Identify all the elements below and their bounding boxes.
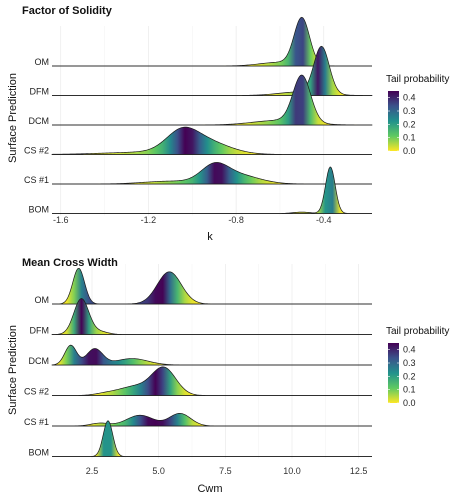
x-axis-label-bottom: Cwm bbox=[197, 483, 222, 495]
legend-tick-label: 0.0 bbox=[403, 398, 416, 408]
density-dcm bbox=[52, 74, 373, 126]
y-tick-label: DCM bbox=[29, 116, 50, 126]
legend-tick-label: 0.2 bbox=[403, 371, 416, 381]
ridge-dcm bbox=[52, 74, 373, 126]
x-axis-label-top: k bbox=[207, 231, 213, 243]
ridge-dcm bbox=[51, 344, 372, 366]
panel-mean-cross-width: OM DFM DCM CS #2 CS #1 BOM 2.5 5.0 7.5 10.0 12.5 bbox=[24, 264, 372, 476]
ridge-bom bbox=[52, 166, 372, 214]
x-tick-label: -1.2 bbox=[141, 215, 157, 225]
density-dcm bbox=[51, 344, 372, 366]
legend-title: Tail probability bbox=[386, 326, 449, 337]
legend-colorbar bbox=[388, 343, 399, 403]
ridge-cs-1 bbox=[52, 412, 372, 427]
x-tick-label: 12.5 bbox=[350, 466, 368, 476]
legend-tick-label: 0.4 bbox=[403, 93, 416, 103]
x-tick-label: -1.6 bbox=[53, 215, 69, 225]
ridge-cs-2 bbox=[52, 366, 372, 396]
legend-tick-label: 0.1 bbox=[403, 133, 416, 143]
legend-tick-label: 0.1 bbox=[403, 385, 416, 395]
y-tick-label: DCM bbox=[29, 356, 50, 366]
y-axis-label-top: Surface Prediction bbox=[7, 73, 19, 163]
x-tick-label: 7.5 bbox=[219, 466, 232, 476]
legend-tick-label: 0.3 bbox=[403, 358, 416, 368]
ridge-cs-2 bbox=[51, 126, 372, 155]
density-cs-2 bbox=[51, 126, 372, 155]
density-bom bbox=[52, 166, 372, 214]
density-cs-1 bbox=[52, 162, 372, 185]
panel-title-factor-of-solidity: Factor of Solidity bbox=[22, 5, 113, 17]
x-tick-label: 5.0 bbox=[152, 466, 165, 476]
y-tick-label: CS #2 bbox=[24, 146, 49, 156]
ridge-dfm bbox=[51, 298, 372, 335]
legend-tick-label: 0.4 bbox=[403, 345, 416, 355]
y-tick-label: BOM bbox=[28, 205, 49, 215]
legend-tick-label: 0.2 bbox=[403, 119, 416, 129]
density-cs-1 bbox=[52, 412, 372, 427]
x-tick-label: -0.8 bbox=[228, 215, 244, 225]
y-tick-label: OM bbox=[35, 295, 50, 305]
ridge-dfm bbox=[52, 45, 373, 96]
density-bom bbox=[52, 420, 372, 457]
legend-tick-label: 0.3 bbox=[403, 106, 416, 116]
density-om bbox=[52, 267, 372, 305]
panel-factor-of-solidity: OM DFM DCM CS #2 CS #1 BOM -1.6 -1.2 -0.8 -0.4 bbox=[24, 16, 373, 225]
legend-tick-label: 0.0 bbox=[403, 146, 416, 156]
legend-bottom: Tail probability 0.4 0.3 0.2 0.1 0.0 bbox=[386, 326, 449, 408]
ridge-cs-1 bbox=[52, 162, 372, 185]
density-dfm bbox=[52, 45, 373, 96]
y-tick-label: CS #1 bbox=[24, 175, 49, 185]
y-tick-label: DFM bbox=[30, 87, 50, 97]
y-tick-label: OM bbox=[35, 57, 50, 67]
y-tick-label: CS #2 bbox=[24, 387, 49, 397]
ridge-bom bbox=[52, 420, 372, 457]
legend-colorbar bbox=[388, 91, 399, 151]
y-axis-label-bottom: Surface Prediction bbox=[7, 325, 19, 415]
y-tick-label: CS #1 bbox=[24, 417, 49, 427]
legend-title: Tail probability bbox=[386, 74, 449, 85]
density-cs-2 bbox=[52, 366, 372, 396]
y-tick-label: BOM bbox=[28, 448, 49, 458]
x-tick-label: 2.5 bbox=[86, 466, 99, 476]
x-tick-label: -0.4 bbox=[316, 215, 332, 225]
legend-top: Tail probability 0.4 0.3 0.2 0.1 0.0 bbox=[386, 74, 449, 156]
x-tick-label: 10.0 bbox=[283, 466, 301, 476]
ridge-om bbox=[52, 267, 372, 305]
density-dfm bbox=[51, 298, 372, 335]
panel-title-mean-cross-width: Mean Cross Width bbox=[22, 257, 118, 269]
y-tick-label: DFM bbox=[30, 326, 50, 336]
